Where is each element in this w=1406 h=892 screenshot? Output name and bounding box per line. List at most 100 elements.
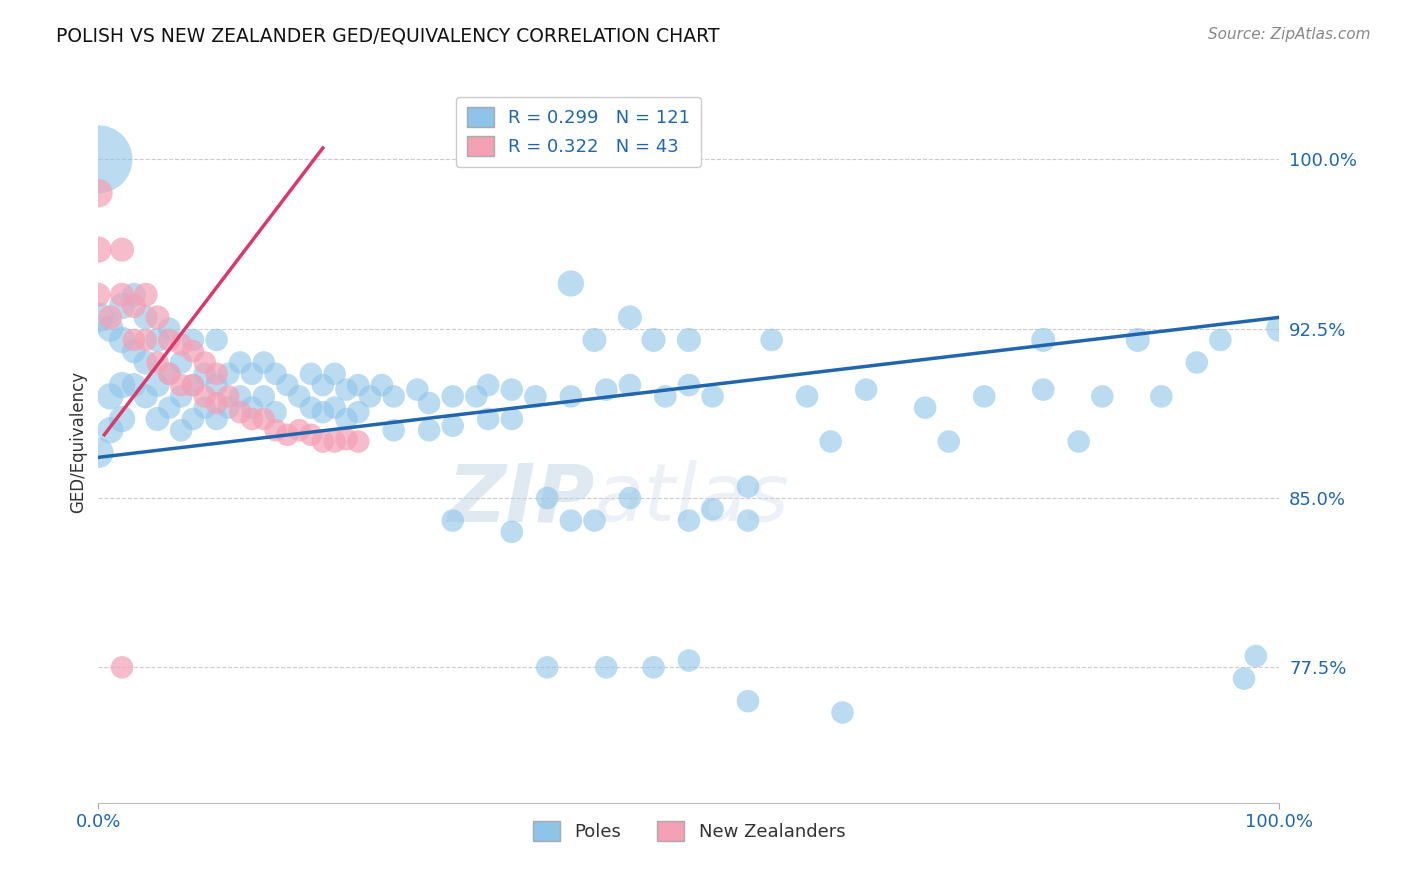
Point — [501, 383, 523, 397]
Point — [654, 389, 676, 403]
Point — [122, 287, 145, 301]
Point — [583, 333, 606, 347]
Point — [761, 333, 783, 347]
Point — [135, 333, 157, 347]
Point — [146, 378, 169, 392]
Point — [181, 333, 204, 347]
Legend: Poles, New Zealanders: Poles, New Zealanders — [526, 814, 852, 848]
Point — [194, 389, 217, 403]
Point — [111, 378, 134, 392]
Point — [312, 434, 335, 449]
Point — [536, 660, 558, 674]
Point — [135, 355, 157, 369]
Point — [312, 378, 335, 392]
Point — [501, 412, 523, 426]
Point — [678, 333, 700, 347]
Point — [359, 389, 381, 403]
Point — [643, 660, 665, 674]
Point — [111, 333, 134, 347]
Point — [831, 706, 853, 720]
Point — [146, 310, 169, 325]
Point — [170, 337, 193, 351]
Point — [1126, 333, 1149, 347]
Point — [477, 378, 499, 392]
Point — [1244, 648, 1267, 663]
Point — [595, 383, 617, 397]
Point — [111, 243, 134, 257]
Point — [1268, 321, 1291, 335]
Point — [181, 378, 204, 392]
Point — [229, 405, 252, 419]
Point — [678, 654, 700, 668]
Point — [157, 367, 180, 381]
Point — [323, 401, 346, 415]
Point — [441, 514, 464, 528]
Point — [122, 333, 145, 347]
Point — [87, 287, 110, 301]
Point — [87, 186, 110, 201]
Text: POLISH VS NEW ZEALANDER GED/EQUIVALENCY CORRELATION CHART: POLISH VS NEW ZEALANDER GED/EQUIVALENCY … — [56, 27, 720, 45]
Point — [205, 378, 228, 392]
Point — [914, 401, 936, 415]
Point — [264, 405, 287, 419]
Point — [347, 405, 370, 419]
Point — [181, 378, 204, 392]
Point — [170, 423, 193, 437]
Point — [1150, 389, 1173, 403]
Point — [737, 514, 759, 528]
Point — [335, 432, 357, 446]
Point — [619, 310, 641, 325]
Point — [418, 396, 440, 410]
Point — [122, 344, 145, 359]
Point — [678, 514, 700, 528]
Point — [181, 344, 204, 359]
Point — [98, 423, 121, 437]
Point — [111, 299, 134, 313]
Point — [299, 367, 322, 381]
Point — [1032, 333, 1054, 347]
Point — [87, 310, 110, 325]
Point — [465, 389, 488, 403]
Point — [87, 243, 110, 257]
Point — [560, 277, 582, 291]
Point — [643, 333, 665, 347]
Point — [855, 383, 877, 397]
Point — [122, 299, 145, 313]
Point — [288, 389, 311, 403]
Point — [135, 389, 157, 403]
Point — [501, 524, 523, 539]
Point — [157, 367, 180, 381]
Point — [1032, 383, 1054, 397]
Point — [347, 434, 370, 449]
Point — [135, 310, 157, 325]
Point — [323, 434, 346, 449]
Point — [111, 660, 134, 674]
Point — [135, 287, 157, 301]
Point — [253, 389, 276, 403]
Point — [240, 401, 263, 415]
Point — [170, 378, 193, 392]
Point — [276, 427, 298, 442]
Point — [820, 434, 842, 449]
Point — [973, 389, 995, 403]
Point — [217, 389, 239, 403]
Point — [335, 383, 357, 397]
Point — [194, 367, 217, 381]
Point — [1209, 333, 1232, 347]
Point — [524, 389, 547, 403]
Point — [382, 423, 405, 437]
Point — [157, 321, 180, 335]
Point — [194, 401, 217, 415]
Point — [157, 333, 180, 347]
Point — [938, 434, 960, 449]
Point — [312, 405, 335, 419]
Point — [1233, 672, 1256, 686]
Point — [288, 423, 311, 437]
Point — [87, 153, 110, 167]
Point — [194, 355, 217, 369]
Point — [217, 401, 239, 415]
Point — [702, 389, 724, 403]
Point — [264, 367, 287, 381]
Point — [181, 412, 204, 426]
Point — [299, 401, 322, 415]
